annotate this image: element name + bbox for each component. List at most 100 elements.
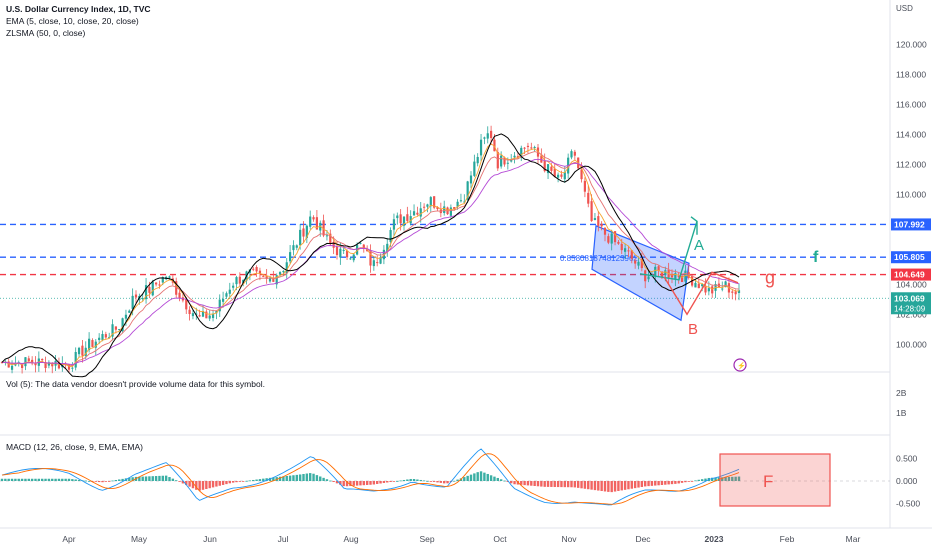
macd-histogram-bar (94, 481, 97, 482)
candle-body (469, 175, 473, 184)
level-price-value: 104.649 (894, 270, 925, 280)
macd-histogram-bar (158, 475, 161, 481)
macd-histogram-bar (412, 479, 416, 481)
macd-histogram-bar (188, 481, 191, 487)
candle-body (51, 363, 54, 367)
macd-histogram-bar (141, 476, 144, 481)
macd-histogram-bar (285, 475, 288, 481)
macd-histogram-bar (402, 479, 406, 481)
macd-histogram-bar (339, 481, 342, 485)
candle-body (473, 161, 476, 176)
macd-histogram-bar (694, 480, 697, 482)
macd-histogram-bar (7, 478, 10, 481)
macd-histogram-bar (543, 481, 546, 487)
candle-body (232, 285, 235, 288)
macd-histogram-bar (734, 476, 737, 481)
macd-histogram-bar (121, 478, 124, 481)
candle-body (198, 315, 201, 317)
macd-histogram-bar (697, 479, 700, 481)
candle-body (295, 245, 298, 248)
macd-histogram-bar (466, 475, 469, 481)
macd-histogram-bar (4, 478, 7, 481)
candle-body (366, 249, 369, 252)
macd-indicator-label[interactable]: MACD (12, 26, close, 9, EMA, EMA) (6, 442, 143, 452)
candle-body (302, 228, 305, 237)
ema-indicator-label[interactable]: EMA (5, close, 10, close, 20, close) (6, 16, 139, 26)
channel-value-label: 0.8580818748123962 (560, 254, 638, 263)
candle-body (74, 351, 77, 368)
macd-histogram-bar (513, 481, 516, 485)
candle-body (124, 314, 128, 319)
candle-body (345, 250, 349, 258)
macd-histogram-bar (111, 480, 114, 482)
candle-body (151, 281, 154, 296)
macd-histogram-bar (660, 481, 664, 485)
macd-histogram-bar (175, 480, 178, 482)
macd-histogram-bar (473, 473, 476, 481)
macd-histogram-bar (87, 480, 91, 482)
candle-body (412, 211, 416, 216)
macd-histogram-bar (426, 480, 429, 482)
candle-body (476, 156, 479, 164)
zlsma-indicator-label[interactable]: ZLSMA (50, 0, close) (6, 28, 86, 38)
volume-tick-label: 1B (896, 408, 907, 418)
candle-body (603, 227, 607, 235)
macd-histogram-bar (546, 481, 550, 487)
candle-body (325, 235, 329, 237)
candle-body (406, 214, 409, 221)
macd-histogram-bar (198, 481, 201, 491)
candle-body (195, 313, 198, 315)
macd-histogram-bar (208, 481, 211, 489)
macd-histogram-bar (74, 479, 77, 481)
candle-body (510, 159, 513, 162)
macd-histogram-bar (305, 473, 309, 481)
macd-histogram-bar (704, 478, 707, 481)
macd-histogram-bar (37, 478, 41, 481)
macd-histogram-bar (617, 481, 620, 491)
macd-histogram-bar (41, 478, 44, 481)
macd-histogram-bar (637, 481, 640, 488)
candle-body (84, 347, 87, 356)
macd-histogram-bar (17, 478, 20, 481)
candle-body (376, 262, 379, 264)
candle-body (255, 267, 258, 272)
candle-body (704, 285, 707, 293)
candle-body (205, 311, 208, 319)
candle-body (319, 222, 322, 231)
macd-histogram-bar (540, 481, 543, 487)
note-box-f (719, 453, 831, 507)
candle-body (339, 248, 342, 258)
candle-body (597, 216, 600, 226)
macd-histogram-bar (288, 475, 292, 481)
candle-body (526, 145, 530, 148)
candle-body (312, 217, 315, 220)
candle-body (342, 249, 345, 251)
macd-histogram-bar (496, 477, 499, 481)
macd-histogram-bar (560, 481, 563, 488)
macd-histogram-bar (446, 481, 449, 484)
macd-histogram-bar (577, 481, 580, 488)
macd-histogram-bar (654, 481, 657, 486)
macd-histogram-bar (479, 471, 483, 481)
time-tick-label: Nov (561, 534, 577, 544)
time-tick-label: Jul (278, 534, 289, 544)
candle-body (161, 277, 164, 283)
candle-body (285, 262, 288, 274)
time-tick-label: Sep (419, 534, 434, 544)
candle-body (443, 206, 446, 213)
candle-body (731, 291, 734, 293)
macd-histogram-bar (613, 481, 617, 492)
macd-histogram-bar (680, 481, 684, 483)
macd-histogram-bar (667, 481, 670, 485)
macd-histogram-bar (711, 477, 714, 481)
candle-body (493, 139, 496, 152)
macd-histogram-bar (674, 481, 677, 484)
arrow-head-a (690, 216, 698, 235)
time-tick-label: Apr (62, 534, 75, 544)
level-price-tag (891, 218, 931, 231)
candle-body (580, 169, 583, 180)
macd-histogram-bar (419, 479, 422, 481)
volume-indicator-note[interactable]: Vol (5): The data vendor doesn't provide… (6, 379, 265, 389)
projection-arrow-a (639, 221, 698, 281)
